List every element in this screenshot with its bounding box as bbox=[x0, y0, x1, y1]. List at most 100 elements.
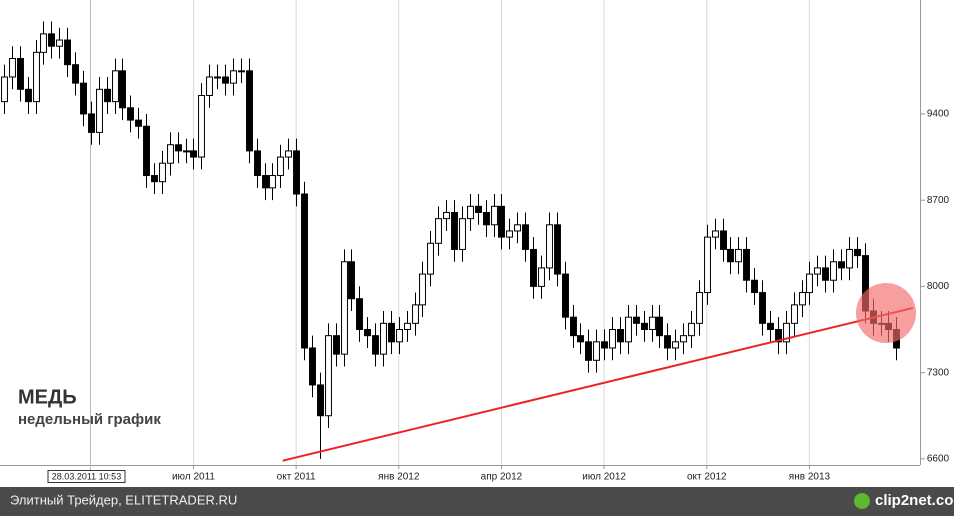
candle-body bbox=[206, 76, 213, 96]
candle-body bbox=[317, 384, 324, 417]
candle-body bbox=[467, 205, 474, 220]
candle-body bbox=[419, 273, 426, 306]
crosshair-label: 28.03.2011 10:53 bbox=[52, 471, 121, 481]
candle-body bbox=[664, 335, 671, 349]
candle-body bbox=[364, 329, 371, 337]
candle-body bbox=[522, 224, 529, 250]
candle-body bbox=[791, 304, 798, 324]
candle-body bbox=[25, 88, 32, 103]
candle-body bbox=[48, 33, 55, 47]
candle-body bbox=[159, 162, 166, 183]
candle-body bbox=[380, 322, 387, 355]
candle-body bbox=[104, 88, 111, 103]
candle-body bbox=[633, 316, 640, 324]
candle-body bbox=[341, 261, 348, 355]
crosshair-box bbox=[47, 470, 126, 483]
candle-body bbox=[601, 341, 608, 349]
candle-body bbox=[443, 211, 450, 220]
candle-body bbox=[846, 248, 853, 269]
x-tick-label: июл 2011 bbox=[172, 472, 215, 483]
candle-body bbox=[112, 70, 119, 103]
candle-body bbox=[333, 335, 340, 355]
candle-body bbox=[806, 273, 813, 294]
y-tick-label: 9400 bbox=[927, 109, 950, 120]
candle-body bbox=[175, 144, 182, 152]
candle-body bbox=[151, 175, 158, 183]
candle-body bbox=[570, 316, 577, 337]
footer-source: Элитный Трейдер, ELITETRADER.RU bbox=[10, 492, 237, 507]
chart-title: МЕДЬ bbox=[18, 386, 77, 408]
candle-body bbox=[498, 205, 505, 238]
candle-body bbox=[262, 175, 269, 189]
candle-body bbox=[838, 261, 845, 269]
candle-body bbox=[483, 211, 490, 226]
candle-body bbox=[427, 242, 434, 275]
logo-icon bbox=[854, 493, 870, 509]
candle-body bbox=[269, 175, 276, 189]
candle-body bbox=[546, 224, 553, 269]
candle-body bbox=[277, 156, 284, 177]
candle-body bbox=[254, 150, 261, 177]
candle-body bbox=[720, 230, 727, 250]
candle-body bbox=[696, 292, 703, 324]
candle-body bbox=[33, 51, 40, 103]
candle-body bbox=[656, 316, 663, 337]
candle-body bbox=[514, 224, 521, 232]
candle-body bbox=[396, 329, 403, 343]
candle-body bbox=[372, 335, 379, 355]
candle-body bbox=[641, 322, 648, 331]
candle-body bbox=[293, 150, 300, 195]
candle-body bbox=[17, 58, 24, 90]
candle-body bbox=[135, 119, 142, 127]
candle-body bbox=[285, 150, 292, 158]
candle-body bbox=[356, 298, 363, 331]
candle-body bbox=[301, 193, 308, 349]
candle-body bbox=[183, 150, 190, 153]
candle-body bbox=[775, 329, 782, 343]
candle-body bbox=[214, 76, 221, 79]
highlight-circle bbox=[856, 283, 916, 343]
candle-body bbox=[751, 279, 758, 294]
candle-body bbox=[688, 322, 695, 337]
x-tick-label: янв 2013 bbox=[789, 472, 831, 483]
candle-body bbox=[609, 329, 616, 349]
candle-body bbox=[680, 335, 687, 343]
candle-body bbox=[625, 316, 632, 343]
candle-body bbox=[783, 322, 790, 343]
candle-body bbox=[830, 261, 837, 281]
y-tick-label: 8700 bbox=[927, 195, 950, 206]
y-tick-label: 6600 bbox=[927, 453, 950, 464]
candle-body bbox=[491, 205, 498, 226]
candle-body bbox=[96, 88, 103, 133]
candle-body bbox=[9, 58, 16, 78]
candle-body bbox=[40, 33, 47, 53]
candle-body bbox=[577, 335, 584, 343]
y-tick-label: 7300 bbox=[927, 367, 950, 378]
candle-body bbox=[64, 39, 71, 66]
candle-body bbox=[190, 150, 197, 158]
candle-body bbox=[799, 292, 806, 306]
y-tick-label: 8000 bbox=[927, 281, 950, 292]
candle-body bbox=[222, 76, 229, 84]
candle-body bbox=[704, 236, 711, 294]
candle-body bbox=[412, 304, 419, 324]
candle-body bbox=[712, 230, 719, 238]
candle-body bbox=[388, 322, 395, 343]
candle-body bbox=[530, 248, 537, 287]
candle-body bbox=[451, 211, 458, 250]
candle-body bbox=[735, 248, 742, 263]
candle-body bbox=[617, 329, 624, 343]
candle-body bbox=[309, 347, 316, 386]
trendline bbox=[282, 306, 914, 462]
x-tick-label: окт 2012 bbox=[687, 472, 727, 483]
candle-body bbox=[127, 107, 134, 121]
candle-body bbox=[1, 76, 8, 103]
candle-body bbox=[459, 218, 466, 250]
x-tick-label: янв 2012 bbox=[378, 472, 420, 483]
candle-body bbox=[88, 113, 95, 133]
x-tick-label: июл 2012 bbox=[582, 472, 626, 483]
candle-body bbox=[759, 292, 766, 324]
candle-body bbox=[143, 125, 150, 177]
